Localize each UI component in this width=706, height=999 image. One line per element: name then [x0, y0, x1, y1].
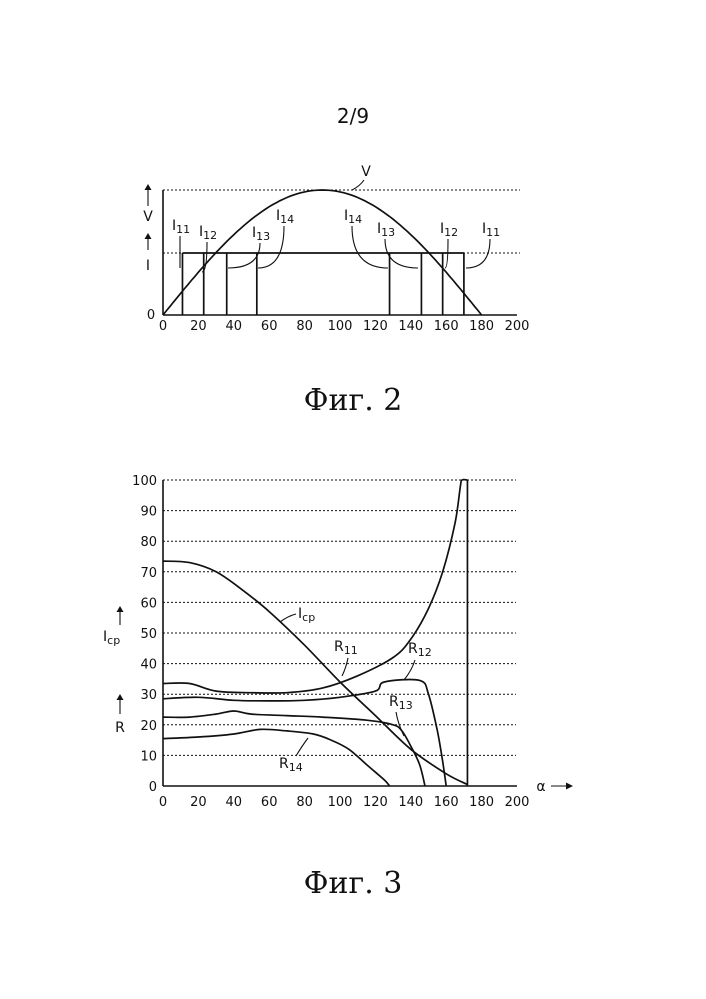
fig3-r12-curve-label: R12 [408, 641, 432, 659]
fig3-y-tick-label: 80 [140, 535, 157, 550]
fig2-x-tick-label: 100 [328, 319, 353, 334]
fig2-x-tick-label: 180 [469, 319, 494, 334]
fig2-marks [163, 190, 482, 315]
fig2-x-tick-label: 160 [434, 319, 459, 334]
fig3-icp-curve-label: Icp [298, 606, 315, 624]
fig3-r11-leader [342, 658, 348, 676]
fig3-r13-curve-label: R13 [389, 694, 413, 712]
fig3-x-axis-label: α [536, 779, 545, 795]
fig3-y-tick-label: 0 [149, 780, 157, 795]
fig2-i-axis-label: I [146, 258, 150, 274]
fig3-r12-leader [404, 660, 415, 680]
fig3-x-tick-label: 60 [261, 795, 278, 810]
fig2-labels: V I V I11 I12 I13 I14 I14 I13 I12 I11 [143, 164, 500, 274]
fig2-x-tick-label: 40 [226, 319, 243, 334]
fig3-x-tick-label: 20 [190, 795, 207, 810]
fig3-x-tick-label: 160 [434, 795, 459, 810]
fig3-y-tick-label: 30 [140, 688, 157, 703]
fig2-x-tick-label: 140 [398, 319, 423, 334]
fig2-v-curve-leader [352, 180, 364, 190]
fig2-v-arrow-head [145, 184, 152, 190]
fig2-pulse-label-I12: I12 [440, 221, 458, 239]
fig3-chart: 0 20 40 60 80 100 120 140 160 180 200 0 10 20 30 40 50 60… [103, 474, 573, 810]
fig3-icp-leader [280, 614, 296, 622]
fig2-grid [163, 190, 520, 253]
fig3-y-tick-label: 90 [140, 505, 157, 520]
fig3-r-axis-label: R [115, 720, 125, 736]
fig3-r14-curve [163, 729, 390, 786]
fig3-r-arrow-head [117, 694, 124, 700]
fig3-x-tick-label: 80 [296, 795, 313, 810]
fig2-pulse-leader [228, 243, 260, 268]
fig3-icp-axis-label: Icp [103, 629, 120, 647]
fig3-x-tick-label: 100 [328, 795, 353, 810]
fig2-pulse-label-I11: I11 [482, 221, 500, 239]
fig3-y-tick-label: 40 [140, 658, 157, 673]
fig3-x-tick-label: 200 [505, 795, 530, 810]
fig2-pulse-label-I11: I11 [172, 218, 190, 236]
fig3-x-tick-label: 0 [159, 795, 167, 810]
fig2-pulse-label-I12: I12 [199, 224, 217, 242]
fig2-pulse-label-I13: I13 [377, 221, 395, 239]
fig2-pulse-label-I14: I14 [276, 208, 294, 226]
fig3-y-tick-label: 60 [140, 596, 157, 611]
fig2-pulse-label-I14: I14 [344, 208, 362, 226]
fig3-x-tick-label: 40 [226, 795, 243, 810]
fig3-y-tick-label: 100 [132, 474, 157, 489]
fig3-y-tick-label: 70 [140, 566, 157, 581]
fig2-i-arrow-head [145, 233, 152, 239]
fig2-v-curve-label: V [361, 164, 371, 180]
fig3-y-tick-label: 20 [140, 719, 157, 734]
fig3-x-tick-label: 140 [398, 795, 423, 810]
fig3-r11-curve [163, 480, 467, 694]
fig2-v-axis-label: V [143, 209, 153, 225]
fig3-x-tick-label: 120 [363, 795, 388, 810]
fig2-x-tick-label: 120 [363, 319, 388, 334]
fig2-x-tick-label: 60 [261, 319, 278, 334]
fig2-x-tick-label: 200 [505, 319, 530, 334]
fig2-x-tick-label: 80 [296, 319, 313, 334]
fig3-icp-arrow-head [117, 606, 124, 612]
fig3-r11-curve-label: R11 [334, 639, 358, 657]
fig3-x-tick-label: 180 [469, 795, 494, 810]
fig2-pulse-label-I13: I13 [252, 225, 270, 243]
fig3-labels: α Icp R Icp R11 R12 R13 R14 [103, 606, 573, 795]
fig2-x-tick-label: 20 [190, 319, 207, 334]
fig3-r13-curve [163, 711, 425, 786]
fig2-caption: Фиг. 2 [0, 383, 706, 418]
fig3-r14-curve-label: R14 [279, 756, 303, 774]
fig3-tick-labels: 0 20 40 60 80 100 120 140 160 180 200 0 10 20 30 40 50 60… [132, 474, 529, 810]
fig3-icp-curve [163, 561, 467, 784]
fig3-y-tick-label: 50 [140, 627, 157, 642]
fig3-r13-leader [396, 712, 404, 736]
fig3-y-tick-label: 10 [140, 749, 157, 764]
fig2-chart: 0 20 40 60 80 100 120 140 160 180 200 0 V I V I11 I12 I1… [143, 164, 529, 334]
fig3-r14-leader [296, 738, 308, 756]
fig2-pulse-leader [466, 239, 490, 268]
fig2-x-tick-label: 0 [159, 319, 167, 334]
fig3-alpha-arrow-head [566, 783, 573, 790]
fig2-origin-label: 0 [147, 308, 155, 323]
fig3-caption: Фиг. 3 [0, 866, 706, 901]
